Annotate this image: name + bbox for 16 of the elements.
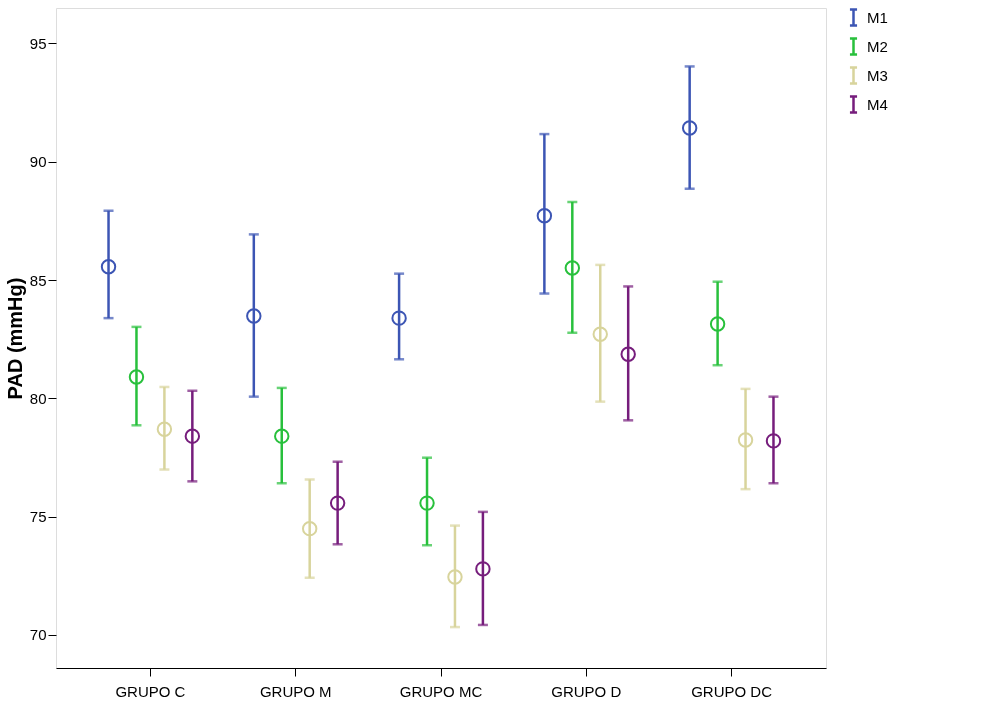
x-tick-label: GRUPO M	[259, 682, 332, 700]
y-tick-label: 70	[29, 626, 47, 644]
y-tick-label: 80	[29, 389, 47, 407]
y-tick-label: 95	[29, 34, 47, 52]
x-tick-label: GRUPO MC	[399, 682, 483, 700]
x-tick-label: GRUPO C	[115, 682, 186, 700]
y-tick-label: 85	[29, 271, 47, 289]
y-tick-label: 90	[29, 153, 47, 171]
legend-label: M3	[867, 66, 888, 84]
y-tick-label: 75	[29, 508, 47, 526]
legend-label: M2	[867, 37, 888, 55]
legend-label: M4	[867, 95, 888, 113]
x-tick-label: GRUPO DC	[691, 682, 773, 700]
y-axis-title: PAD (mmHg)	[3, 277, 26, 400]
legend-label: M1	[867, 8, 888, 26]
x-tick-label: GRUPO D	[551, 682, 622, 700]
